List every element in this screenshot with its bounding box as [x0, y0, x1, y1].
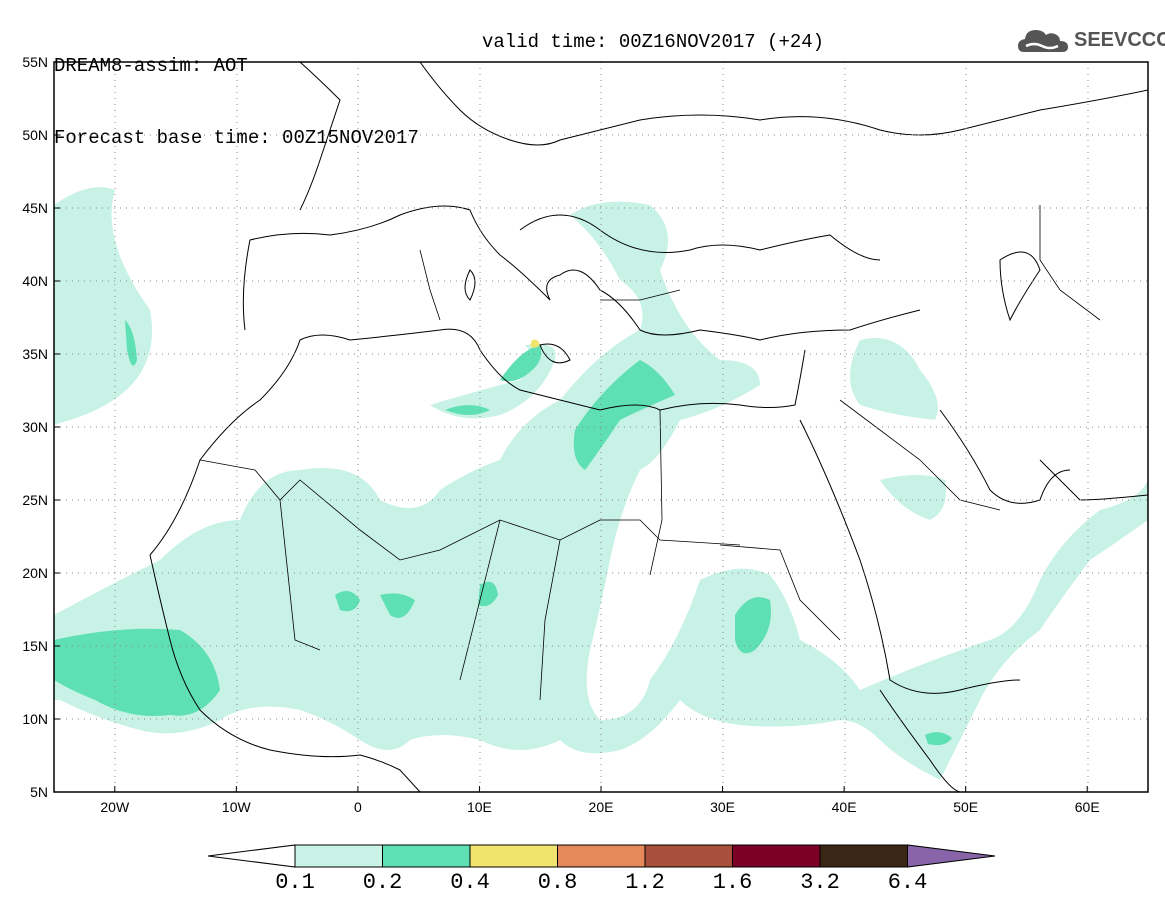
- lat-label: 5N: [30, 784, 48, 800]
- lon-labels: 20W 10W 0 10E 20E 30E 40E 50E 60E: [100, 799, 1099, 815]
- lat-label: 15N: [22, 638, 48, 654]
- lon-label: 50E: [953, 799, 978, 815]
- colorbar: [207, 844, 996, 868]
- lat-ticks: [54, 61, 60, 793]
- colorbar-segment: [469, 844, 558, 868]
- colorbar-min-arrow: [207, 844, 296, 868]
- seevccc-logo: SEEVCCC: [1016, 22, 1165, 58]
- lon-label: 30E: [710, 799, 735, 815]
- lat-label: 25N: [22, 492, 48, 508]
- lon-label: 0: [354, 799, 362, 815]
- lat-label: 45N: [22, 200, 48, 216]
- colorbar-label: 0.2: [362, 870, 403, 895]
- lon-label: 20W: [100, 799, 130, 815]
- colorbar-max-arrow: [907, 844, 996, 868]
- lat-labels: 55N 50N 45N 40N 35N 30N 25N 20N 15N 10N 5N: [22, 54, 48, 800]
- colorbar-label: 3.2: [800, 870, 840, 895]
- colorbar-segment: [644, 844, 733, 868]
- colorbar-label: 6.4: [887, 870, 928, 895]
- colorbar-label: 1.2: [625, 870, 665, 895]
- lat-label: 40N: [22, 273, 48, 289]
- colorbar-segment: [819, 844, 908, 868]
- coastlines: [149, 62, 1148, 792]
- lat-label: 35N: [22, 346, 48, 362]
- colorbar-label: 0.8: [537, 870, 578, 895]
- lat-label: 20N: [22, 565, 48, 581]
- colorbar-segment: [382, 844, 471, 868]
- lon-label: 10W: [222, 799, 252, 815]
- colorbar-label: 0.1: [275, 870, 315, 895]
- colorbar-segment: [294, 844, 383, 868]
- colorbar-segment: [732, 844, 821, 868]
- colorbar-label: 0.4: [450, 870, 490, 895]
- logo-text: SEEVCCC: [1074, 29, 1165, 51]
- cloud-icon: [1018, 30, 1068, 52]
- lat-label: 30N: [22, 419, 48, 435]
- map-title: DREAM8-assim: AOT: [54, 55, 248, 77]
- valid-time: valid time: 00Z16NOV2017 (+24): [482, 31, 825, 53]
- borders: [199, 205, 1101, 701]
- lon-label: 60E: [1075, 799, 1100, 815]
- lat-label: 10N: [22, 711, 48, 727]
- lon-ticks: [114, 786, 1088, 792]
- lat-label: 50N: [22, 127, 48, 143]
- lon-label: 20E: [589, 799, 614, 815]
- lon-label: 10E: [467, 799, 492, 815]
- lon-label: 40E: [832, 799, 857, 815]
- colorbar-label: 1.6: [712, 870, 753, 895]
- aot-field: [54, 187, 1148, 780]
- colorbar-segment: [557, 844, 646, 868]
- forecast-base-time: Forecast base time: 00Z15NOV2017: [54, 127, 419, 149]
- lat-label: 55N: [22, 54, 48, 70]
- grid-lines: [54, 62, 1148, 792]
